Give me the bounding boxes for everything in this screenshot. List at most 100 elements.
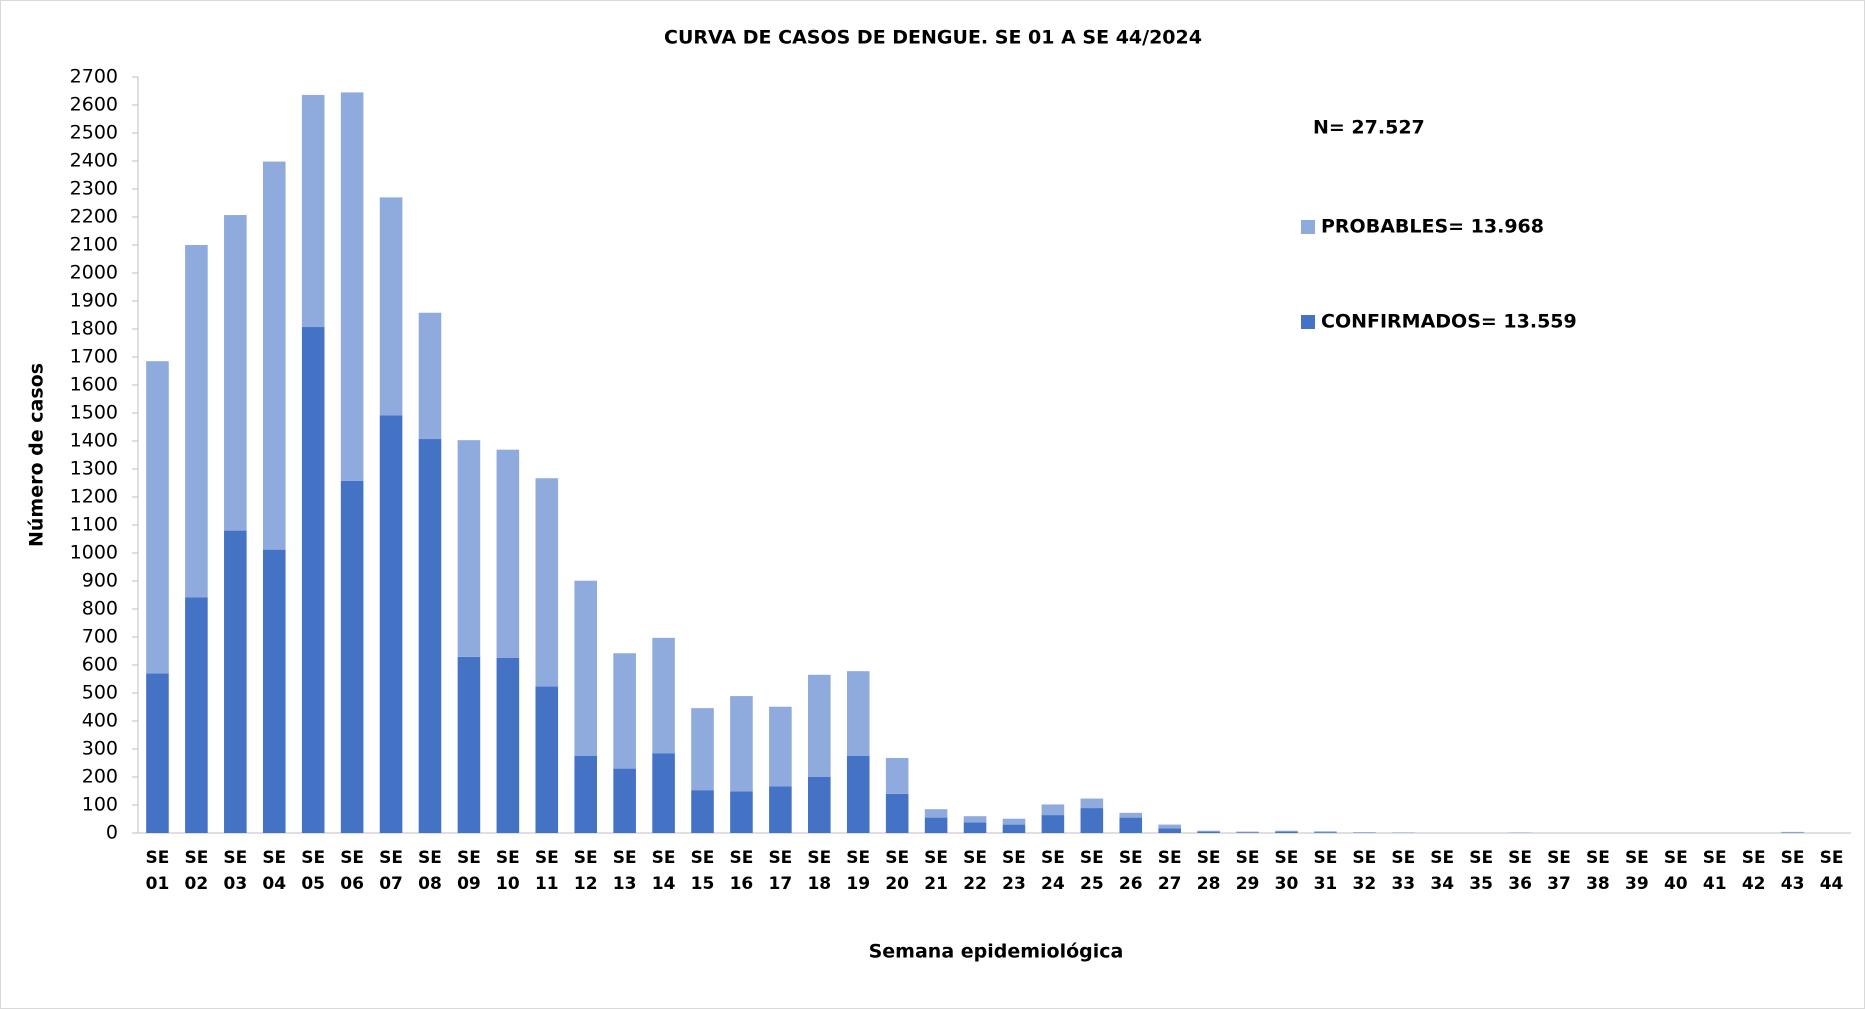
bar-segment bbox=[574, 580, 598, 756]
bar-segment bbox=[574, 755, 598, 833]
bar-segment bbox=[924, 817, 948, 833]
y-tick-label: 1400 bbox=[70, 430, 118, 452]
x-tick-label: SE 01 bbox=[145, 848, 170, 894]
bar-segment bbox=[924, 809, 948, 818]
y-tick-label: 1500 bbox=[70, 402, 118, 424]
y-tick-label: 800 bbox=[82, 598, 118, 620]
x-tick-label: SE 20 bbox=[885, 848, 910, 894]
y-tick-label: 2700 bbox=[70, 66, 118, 88]
bar-segment bbox=[301, 94, 325, 328]
bar-segment bbox=[885, 793, 909, 833]
x-tick-label: SE 09 bbox=[456, 848, 481, 894]
y-tick-label: 1000 bbox=[70, 542, 118, 564]
legend-swatch bbox=[1301, 220, 1315, 234]
bar-segment bbox=[224, 530, 247, 833]
bar-segment bbox=[535, 686, 559, 833]
bar-segment bbox=[262, 161, 286, 550]
bar-segment bbox=[418, 312, 442, 440]
bar-segment bbox=[652, 637, 675, 754]
x-tick-label: SE 41 bbox=[1702, 848, 1727, 894]
bar-segment bbox=[146, 361, 169, 674]
x-tick-label: SE 13 bbox=[612, 848, 637, 894]
y-tick-label: 600 bbox=[82, 654, 118, 676]
x-tick-label: SE 15 bbox=[690, 848, 715, 894]
y-tick-label: 1700 bbox=[70, 346, 118, 368]
x-tick-label: SE 37 bbox=[1547, 848, 1571, 894]
y-tick-label: 500 bbox=[82, 682, 118, 704]
x-tick-label: SE 34 bbox=[1430, 848, 1455, 894]
bar-segment bbox=[496, 658, 520, 833]
bar-segment bbox=[885, 757, 909, 794]
y-tick-label: 1600 bbox=[70, 374, 118, 396]
bar-segment bbox=[1314, 831, 1337, 833]
x-tick-label: SE 10 bbox=[495, 848, 520, 894]
bar-segment bbox=[146, 673, 169, 833]
bar-segment bbox=[535, 478, 559, 687]
y-tick-label: 900 bbox=[82, 570, 118, 592]
y-tick-label: 2200 bbox=[70, 206, 118, 228]
bar-segment bbox=[1158, 824, 1181, 829]
bar-segment bbox=[846, 671, 870, 756]
bar-segment bbox=[769, 706, 792, 787]
x-tick-label: SE 38 bbox=[1586, 848, 1610, 894]
bar-segment bbox=[1002, 824, 1026, 833]
y-tick-label: 400 bbox=[82, 710, 118, 732]
y-tick-label: 2600 bbox=[70, 94, 118, 116]
bar-segment bbox=[963, 822, 987, 833]
y-tick-label: 1200 bbox=[70, 486, 118, 508]
x-tick-label: SE 26 bbox=[1118, 848, 1143, 894]
y-tick-label: 2000 bbox=[70, 262, 118, 284]
bar-segment bbox=[1119, 817, 1143, 833]
bar-segment bbox=[496, 449, 520, 658]
x-tick-label: SE 39 bbox=[1624, 848, 1649, 894]
bar-segment bbox=[808, 674, 831, 777]
bar-segment bbox=[613, 768, 636, 833]
bar-segment bbox=[1236, 831, 1259, 833]
x-tick-label: SE 12 bbox=[573, 848, 598, 894]
annotation: N= 27.527 bbox=[1313, 117, 1425, 139]
chart-title: CURVA DE CASOS DE DENGUE. SE 01 A SE 44/… bbox=[664, 27, 1202, 49]
x-tick-label: SE 23 bbox=[1002, 848, 1026, 894]
x-tick-label: SE 28 bbox=[1196, 848, 1221, 894]
x-tick-label: SE 42 bbox=[1741, 848, 1766, 894]
bar-segment bbox=[769, 786, 792, 833]
x-tick-label: SE 33 bbox=[1391, 848, 1416, 894]
y-tick-label: 1300 bbox=[70, 458, 118, 480]
y-tick-label: 1100 bbox=[70, 514, 118, 536]
x-tick-label: SE 05 bbox=[301, 848, 326, 894]
bar-segment bbox=[691, 790, 714, 833]
y-tick-label: 1900 bbox=[70, 290, 118, 312]
bar-segment bbox=[1314, 832, 1337, 833]
y-tick-label: 100 bbox=[82, 794, 118, 816]
y-tick-label: 700 bbox=[82, 626, 118, 648]
x-tick-label: SE 18 bbox=[807, 848, 832, 894]
bar-segment bbox=[185, 597, 208, 833]
bar-segment bbox=[1353, 832, 1376, 833]
x-tick-label: SE 27 bbox=[1157, 848, 1182, 894]
bar-segment bbox=[1158, 828, 1181, 833]
x-tick-label: SE 44 bbox=[1819, 848, 1844, 894]
legend-swatch bbox=[1301, 315, 1315, 329]
bar-segment bbox=[1236, 832, 1259, 833]
bar-segment bbox=[1275, 831, 1298, 833]
x-axis-title: Semana epidemiológica bbox=[869, 941, 1124, 963]
bar-segment bbox=[1275, 830, 1298, 832]
bar-segment bbox=[1508, 832, 1532, 833]
y-tick-label: 1800 bbox=[70, 318, 118, 340]
x-tick-label: SE 03 bbox=[223, 848, 248, 894]
bar-segment bbox=[1080, 808, 1104, 833]
bar-segment bbox=[613, 653, 636, 769]
x-tick-label: SE 32 bbox=[1352, 848, 1377, 894]
bar-segment bbox=[1080, 798, 1104, 809]
x-tick-label: SE 21 bbox=[924, 848, 949, 894]
bar-segment bbox=[691, 708, 714, 791]
bar-segment bbox=[1197, 830, 1220, 832]
bar-segment bbox=[185, 245, 208, 598]
x-tick-label: SE 22 bbox=[963, 848, 987, 894]
x-tick-label: SE 40 bbox=[1663, 848, 1688, 894]
bar-segment bbox=[808, 777, 831, 833]
bar-segment bbox=[224, 215, 247, 531]
x-tick-label: SE 16 bbox=[729, 848, 754, 894]
